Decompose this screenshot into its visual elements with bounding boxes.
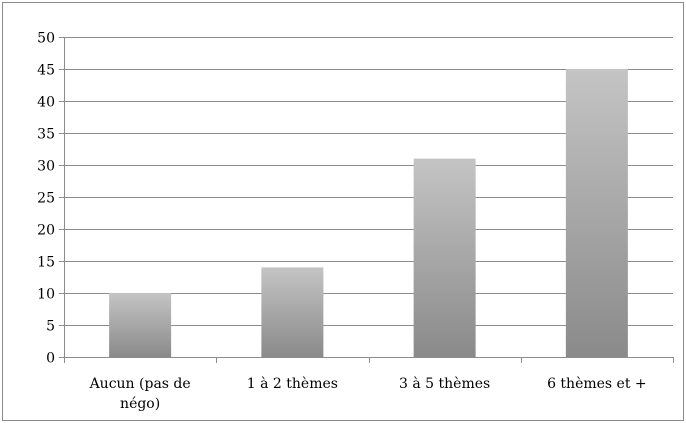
y-tick-label: 35 — [37, 127, 55, 143]
x-category-label-line: 3 à 5 thèmes — [399, 375, 490, 392]
bar — [109, 293, 172, 357]
bar — [565, 69, 628, 357]
y-tick-label: 5 — [46, 319, 55, 335]
y-tick-label: 10 — [37, 287, 55, 303]
x-category-label-line: Aucun (pas de — [89, 376, 191, 392]
y-tick-labels: 0 5 10 15 20 25 30 35 40 45 50 — [37, 31, 55, 367]
axes — [59, 37, 674, 363]
y-tick-label: 40 — [37, 95, 55, 111]
y-tick-label: 25 — [37, 191, 55, 207]
x-category-label: 3 à 5 thèmes — [399, 375, 490, 392]
y-tick-label: 0 — [46, 351, 55, 367]
y-tick-label: 50 — [37, 31, 55, 47]
y-tick-label: 45 — [37, 63, 55, 79]
x-category-labels: Aucun (pas de négo) 1 à 2 thèmes 3 à 5 thèm… — [89, 375, 647, 412]
x-category-label-line: négo) — [120, 396, 160, 412]
x-category-label: Aucun (pas de négo) — [89, 376, 191, 412]
bar — [261, 267, 324, 357]
y-tick-label: 30 — [37, 159, 55, 175]
y-tick-label: 15 — [37, 255, 55, 271]
x-category-label: 6 thèmes et + — [547, 376, 647, 392]
bar — [413, 158, 476, 357]
bars — [109, 69, 628, 357]
x-category-label-line: 6 thèmes et + — [547, 376, 647, 392]
x-category-label-line: 1 à 2 thèmes — [247, 375, 338, 392]
y-tick-label: 20 — [37, 223, 55, 239]
x-category-label: 1 à 2 thèmes — [247, 375, 338, 392]
